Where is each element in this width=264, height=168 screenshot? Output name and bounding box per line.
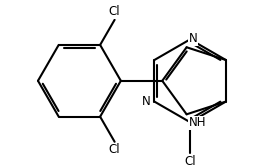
Text: NH: NH	[189, 116, 206, 129]
Text: Cl: Cl	[109, 5, 120, 18]
Text: N: N	[189, 32, 197, 45]
Text: Cl: Cl	[109, 143, 120, 156]
Text: N: N	[142, 95, 151, 108]
Text: Cl: Cl	[184, 155, 196, 168]
